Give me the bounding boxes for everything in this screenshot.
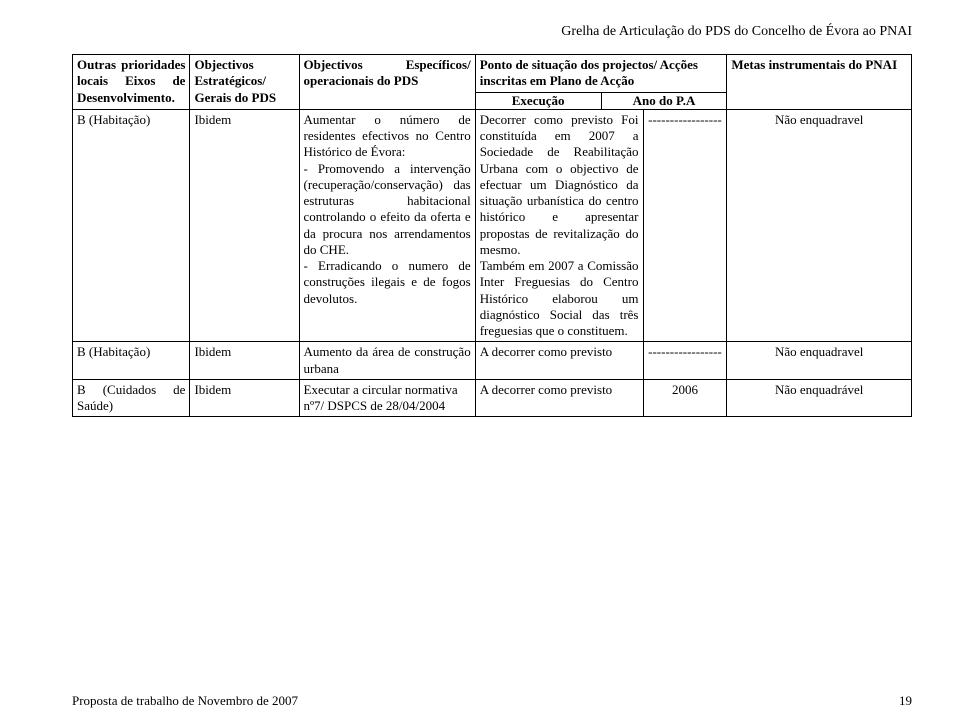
footer-left: Proposta de trabalho de Novembro de 2007 — [72, 693, 298, 709]
footer-page-number: 19 — [899, 693, 912, 709]
col-outras-prioridades: Outras prioridades locais Eixos de Desen… — [73, 55, 190, 110]
cell-ano: 2006 — [643, 379, 727, 417]
cell-obj-esp: Aumento da área de construção urbana — [299, 342, 475, 380]
col-ponto-situacao: Ponto de situação dos projectos/ Acções … — [475, 55, 727, 110]
cell-obj-estr: Ibidem — [190, 379, 299, 417]
cell-metas: Não enquadravel — [727, 342, 912, 380]
page-header: Grelha de Articulação do PDS do Concelho… — [72, 24, 912, 40]
cell-execucao: A decorrer como previsto — [475, 342, 643, 380]
cell-obj-estr: Ibidem — [190, 109, 299, 342]
cell-execucao: Decorrer como previsto Foi constituída e… — [475, 109, 643, 342]
cell-eixo: B (Habitação) — [73, 342, 190, 380]
cell-obj-esp: Executar a circular normativa nº7/ DSPCS… — [299, 379, 475, 417]
col-metas-pnai: Metas instrumentais do PNAI — [727, 55, 912, 110]
col-ano-pa: Ano do P.A — [601, 93, 727, 109]
cell-ano: ----------------- — [643, 342, 727, 380]
cell-ano: ----------------- — [643, 109, 727, 342]
page: Grelha de Articulação do PDS do Concelho… — [0, 0, 960, 727]
cell-obj-esp: Aumentar o número de residentes efectivo… — [299, 109, 475, 342]
col-ponto-situacao-top: Ponto de situação dos projectos/ Acções … — [476, 55, 727, 93]
articulation-table: Outras prioridades locais Eixos de Desen… — [72, 54, 912, 417]
col-obj-especificos: Objectivos Específicos/ operacionais do … — [299, 55, 475, 110]
table-row: B (Habitação) Ibidem Aumentar o número d… — [73, 109, 912, 342]
table-row: B (Habitação) Ibidem Aumento da área de … — [73, 342, 912, 380]
cell-metas: Não enquadravel — [727, 109, 912, 342]
col-execucao: Execução — [476, 93, 601, 109]
col-obj-estrategicos: Objectivos Estratégicos/ Gerais do PDS — [190, 55, 299, 110]
cell-eixo: B (Habitação) — [73, 109, 190, 342]
table-header-row: Outras prioridades locais Eixos de Desen… — [73, 55, 912, 110]
cell-metas: Não enquadrável — [727, 379, 912, 417]
cell-eixo: B (Cuidados de Saúde) — [73, 379, 190, 417]
cell-execucao: A decorrer como previsto — [475, 379, 643, 417]
cell-obj-estr: Ibidem — [190, 342, 299, 380]
table-row: B (Cuidados de Saúde) Ibidem Executar a … — [73, 379, 912, 417]
page-footer: Proposta de trabalho de Novembro de 2007… — [72, 693, 912, 709]
